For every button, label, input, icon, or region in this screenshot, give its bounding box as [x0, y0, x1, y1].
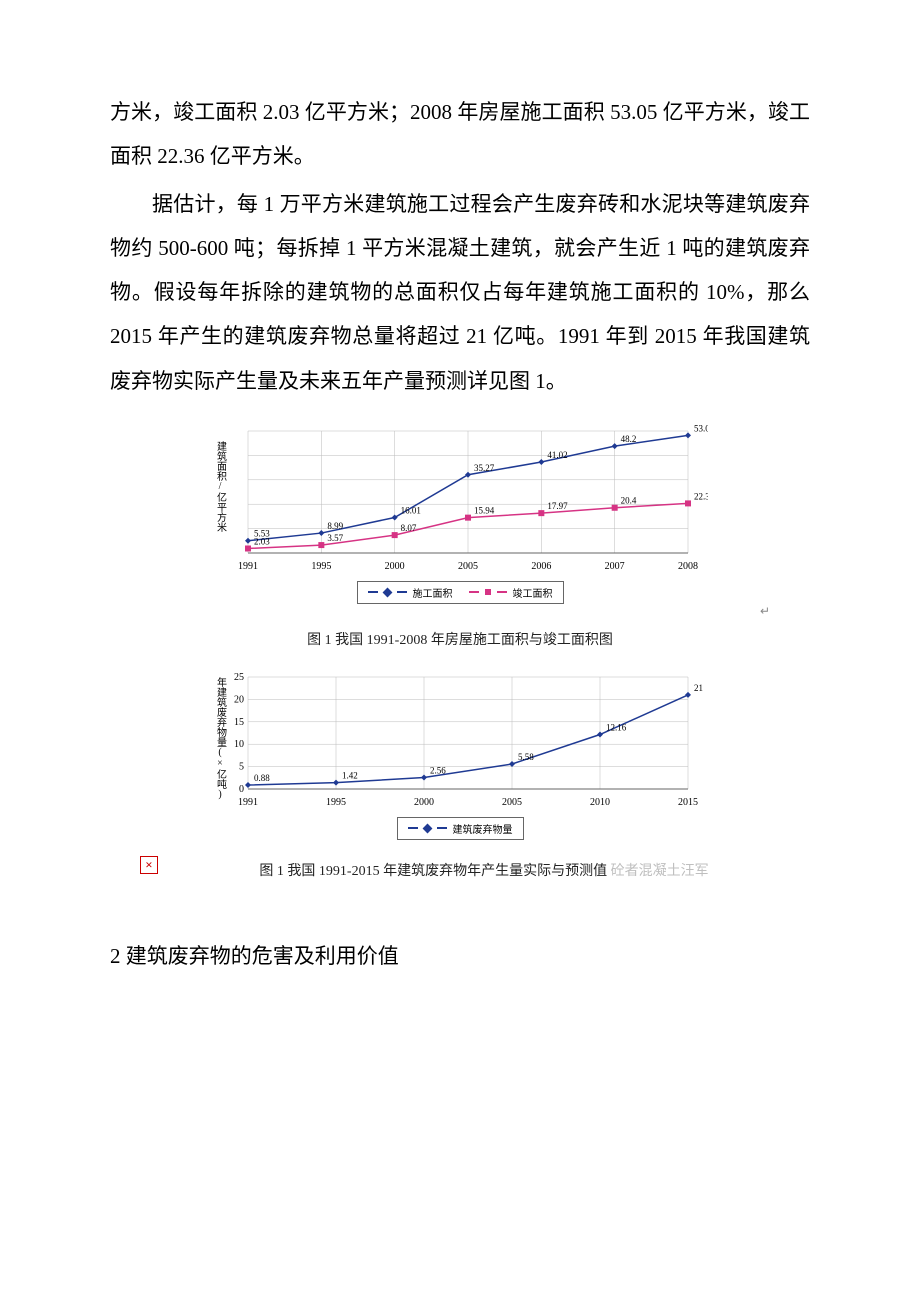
chart-2-watermark: 砼者混凝土汪军: [611, 864, 709, 879]
paragraph-1: 方米，竣工面积 2.03 亿平方米；2008 年房屋施工面积 53.05 亿平方…: [110, 90, 810, 178]
svg-text:1.42: 1.42: [342, 770, 358, 780]
chart-1-container: 建筑面积/亿平方米 19911995200020052006200720085.…: [110, 421, 810, 649]
svg-text:0.88: 0.88: [254, 773, 270, 783]
svg-text:22.36: 22.36: [694, 491, 708, 501]
svg-text:2.56: 2.56: [430, 765, 446, 775]
svg-text:15: 15: [234, 716, 244, 727]
svg-text:2000: 2000: [414, 797, 434, 808]
svg-text:2010: 2010: [590, 797, 610, 808]
svg-text:2007: 2007: [604, 561, 624, 572]
paragraph-2: 据估计，每 1 万平方米建筑施工过程会产生废弃砖和水泥块等建筑废弃物约 500-…: [110, 182, 810, 402]
svg-text:3.57: 3.57: [327, 533, 343, 543]
svg-text:1995: 1995: [326, 797, 346, 808]
chart-1-caption: 图 1 我国 1991-2008 年房屋施工面积与竣工面积图: [307, 629, 613, 649]
chart-1-svg: 19911995200020052006200720085.538.9916.0…: [228, 421, 708, 581]
svg-text:0: 0: [239, 784, 244, 795]
svg-text:2006: 2006: [531, 561, 551, 572]
svg-text:41.02: 41.02: [547, 450, 567, 460]
chart-2-svg: 0 5 10 15 20 25 1991 1995 2000 2005 2010 2015 0.88 1.…: [228, 667, 708, 817]
svg-text:5: 5: [239, 761, 244, 772]
svg-text:1991: 1991: [238, 797, 258, 808]
svg-text:10: 10: [234, 739, 244, 750]
svg-text:25: 25: [234, 672, 244, 683]
chart-2-caption: 图 1 我国 1991-2015 年建筑废弃物年产生量实际与预测值: [259, 864, 607, 879]
svg-text:1991: 1991: [238, 561, 258, 572]
chart-2-legend: 建筑废弃物量: [397, 817, 524, 840]
svg-text:53.05: 53.05: [694, 423, 708, 433]
chart-1-legend: 施工面积竣工面积: [357, 581, 564, 604]
svg-text:8.07: 8.07: [400, 523, 416, 533]
svg-text:1995: 1995: [311, 561, 331, 572]
svg-text:2.03: 2.03: [254, 536, 270, 546]
section-heading-2: 2 建筑废弃物的危害及利用价值: [110, 940, 810, 970]
svg-text:21: 21: [694, 683, 703, 693]
svg-text:2008: 2008: [678, 561, 698, 572]
svg-text:48.2: 48.2: [620, 434, 636, 444]
chart-1-y-axis-title: 建筑面积/亿平方米: [213, 441, 228, 532]
svg-text:20.4: 20.4: [620, 495, 636, 505]
broken-image-icon: ×: [140, 856, 158, 874]
chart-2-container: 年建筑废弃物量(×亿吨) 0 5 10 15 20 25 1991 1995 2000 2005 2…: [110, 667, 810, 880]
return-mark-1: ↵: [760, 604, 770, 619]
svg-text:12.16: 12.16: [606, 722, 627, 732]
svg-text:2015: 2015: [678, 797, 698, 808]
svg-text:5.58: 5.58: [518, 752, 534, 762]
svg-text:2005: 2005: [458, 561, 478, 572]
svg-text:2000: 2000: [384, 561, 404, 572]
chart-2-y-axis-title: 年建筑废弃物量(×亿吨): [213, 677, 228, 800]
svg-text:16.01: 16.01: [400, 505, 420, 515]
svg-text:35.27: 35.27: [474, 462, 495, 472]
svg-text:15.94: 15.94: [474, 505, 495, 515]
svg-text:2005: 2005: [502, 797, 522, 808]
svg-text:17.97: 17.97: [547, 501, 568, 511]
svg-text:20: 20: [234, 694, 244, 705]
svg-text:8.99: 8.99: [327, 521, 343, 531]
